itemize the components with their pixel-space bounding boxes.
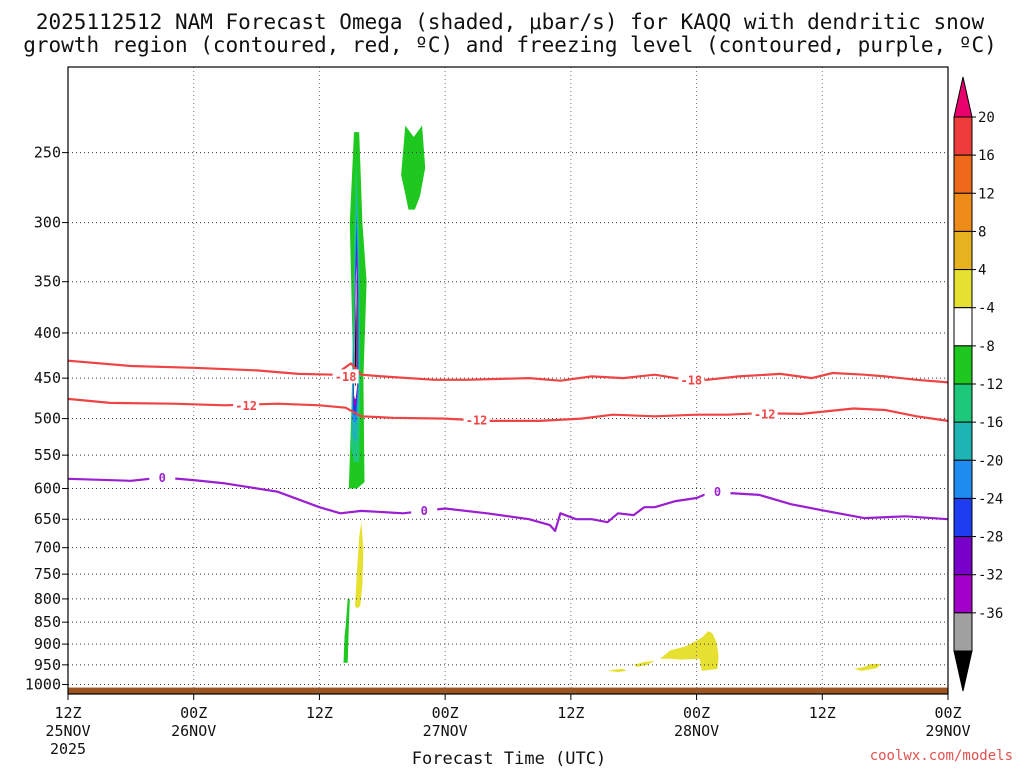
contour-line--12 [67, 397, 949, 422]
x-tick-label-date: 27NOV [423, 722, 468, 740]
colorbar-segment [953, 230, 973, 271]
x-tick-label-time: 00Z [683, 704, 710, 722]
colorbar-segment [953, 574, 973, 614]
contour-label-bg [751, 406, 778, 421]
x-tick-label-year: 2025 [50, 740, 86, 758]
y-tick-label: 700 [34, 539, 61, 557]
colorbar-label: -24 [978, 491, 1003, 507]
colorbar-segment [953, 154, 973, 194]
x-tick-label-date: 29NOV [925, 722, 970, 740]
contour-label-0: 0 [714, 485, 721, 499]
y-tick-label: 800 [34, 590, 61, 608]
colorbar-segment [953, 383, 973, 423]
x-tick-label-date: 28NOV [674, 722, 719, 740]
colorbar-label: 8 [978, 224, 986, 240]
contour-label-bg [233, 398, 260, 413]
omega-region-13 [659, 631, 719, 671]
colorbar-segment [953, 269, 973, 309]
colorbar-segment [953, 421, 973, 461]
contour-line-0 [67, 476, 949, 532]
y-tick-label: 250 [34, 144, 61, 162]
omega-region-11 [607, 668, 627, 672]
colorbar-segment [953, 192, 973, 232]
y-tick-label: 500 [34, 410, 61, 428]
contour-label--12: -12 [235, 399, 257, 413]
colorbar-label: -32 [978, 568, 1003, 584]
x-axis-label: Forecast Time (UTC) [412, 749, 606, 768]
x-tick-label-time: 12Z [306, 704, 333, 722]
y-tick-label: 400 [34, 324, 61, 342]
colorbar-segment [953, 536, 973, 576]
colorbar-top-arrow [953, 76, 973, 118]
colorbar-label: -4 [978, 301, 995, 317]
y-tick-label: 950 [34, 656, 61, 674]
contour-label-0: 0 [421, 504, 428, 518]
contour-label--12: -12 [754, 407, 776, 421]
y-tick-label: 600 [34, 480, 61, 498]
y-tick-label: 1000 [25, 676, 61, 694]
colorbar-label: 4 [978, 263, 986, 279]
colorbar-segment [953, 307, 973, 347]
y-tick-label: 650 [34, 510, 61, 528]
x-tick-label-time: 12Z [54, 704, 81, 722]
contour-label-0: 0 [159, 471, 166, 485]
x-tick-label-time: 12Z [557, 704, 584, 722]
omega-colorbar: 20 16 12 8 4 -4 -8 -12 -16 -20 -24 -28 -32 -36 [953, 76, 1003, 692]
contour-line--18 [67, 359, 949, 384]
colorbar-label: -12 [978, 377, 1003, 393]
contour-label--12: -12 [466, 414, 488, 428]
contour-label-bg [463, 413, 490, 428]
x-tick-label-time: 12Z [809, 704, 836, 722]
colorbar-bottom-arrow [953, 650, 973, 692]
chart-title-line1: 2025112512 NAM Forecast Omega (shaded, μ… [36, 10, 985, 34]
y-tick-label: 450 [34, 369, 61, 387]
x-tick-label-time: 00Z [432, 704, 459, 722]
contour-label-bg [149, 470, 176, 485]
contour-label-bg [678, 372, 705, 387]
x-tick-label-time: 00Z [934, 704, 961, 722]
plot-frame [67, 66, 949, 695]
omega-region-9 [343, 598, 350, 663]
y-tick-label: 550 [34, 446, 61, 464]
omega-region-14 [853, 664, 881, 671]
colorbar-label: 20 [978, 110, 995, 126]
colorbar-segment [953, 459, 973, 499]
colorbar-segment [953, 497, 973, 538]
x-tick-label-date: 25NOV [45, 722, 90, 740]
x-tick-label-date: 26NOV [171, 722, 216, 740]
colorbar-label: 16 [978, 148, 995, 164]
contour-label--18: -18 [680, 373, 702, 387]
grid-layer [68, 67, 948, 694]
colorbar-label: 12 [978, 186, 995, 202]
colorbar-label: -28 [978, 530, 1003, 546]
omega-region-10 [355, 522, 364, 609]
contour-label-bg [411, 503, 438, 518]
colorbar-label: -16 [978, 415, 1003, 431]
x-tick-label-time: 00Z [180, 704, 207, 722]
y-tick-label: 350 [34, 273, 61, 291]
y-tick-label: 850 [34, 613, 61, 631]
omega-region-7 [354, 276, 357, 387]
credit-text: coolwx.com/models [870, 748, 1013, 764]
y-tick-label: 900 [34, 635, 61, 653]
colorbar-label: -20 [978, 453, 1003, 469]
y-tick-label: 750 [34, 565, 61, 583]
contour-label-bg [704, 484, 731, 499]
colorbar-label: -8 [978, 339, 995, 355]
surface-terrain [68, 687, 948, 694]
contour-label-bg [332, 369, 359, 384]
contour-label--18: -18 [335, 370, 357, 384]
omega-shading-layer [68, 125, 948, 694]
omega-region-12 [633, 660, 655, 667]
colorbar-segment [953, 116, 973, 156]
chart-title-line2: growth region (contoured, red, ºC) and f… [23, 33, 997, 57]
omega-region-8 [401, 125, 426, 210]
colorbar-segment [953, 345, 973, 385]
colorbar-segment [953, 612, 973, 652]
axes-layer: 250 300 350 400 450 500 550 600 650 700 750 800 850 9… [25, 144, 971, 758]
colorbar-label: -36 [978, 606, 1003, 622]
contour-layer: -18 -18 -12 -12 -12 0 0 0 [67, 359, 949, 532]
y-tick-label: 300 [34, 214, 61, 232]
